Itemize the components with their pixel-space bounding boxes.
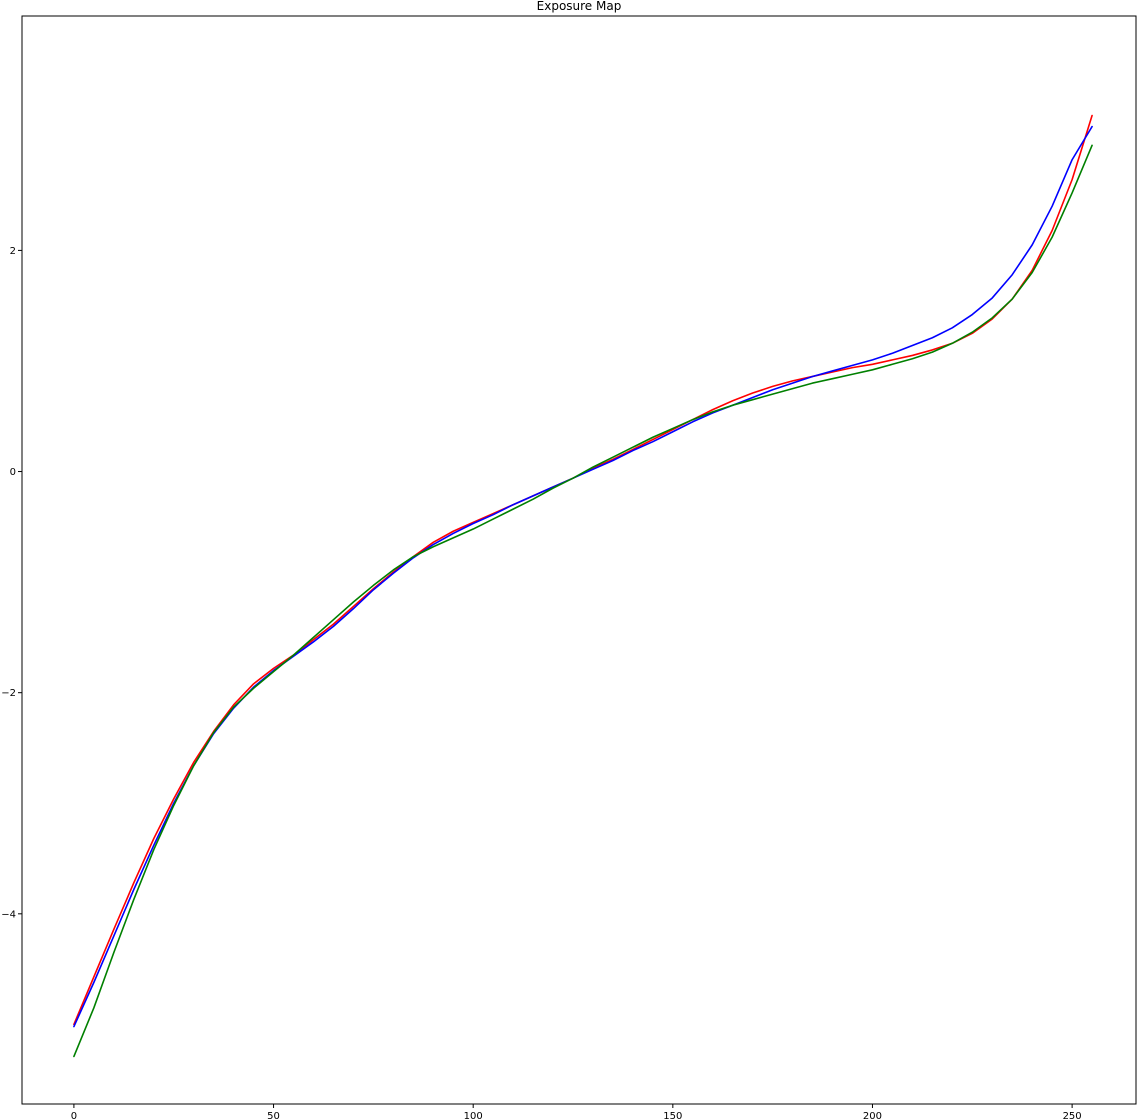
chart-title: Exposure Map — [537, 0, 622, 13]
x-tick-label: 150 — [663, 1111, 682, 1120]
y-tick-label: 2 — [10, 246, 16, 257]
plot-frame — [21, 15, 1137, 1105]
y-tick-label: 0 — [10, 467, 16, 478]
x-tick-label: 250 — [1063, 1111, 1082, 1120]
y-tick-label: −4 — [1, 909, 16, 920]
x-tick-label: 0 — [71, 1111, 77, 1120]
axis-layer: 0 50 100 150 200 250 −4 −2 0 2 — [1, 246, 1081, 1120]
x-tick-label: 100 — [464, 1111, 483, 1120]
x-tick-label: 200 — [863, 1111, 882, 1120]
x-tick-label: 50 — [267, 1111, 280, 1120]
series-line-3 — [73, 144, 1093, 1058]
series-layer — [73, 114, 1093, 1058]
y-tick-label: −2 — [1, 688, 16, 699]
